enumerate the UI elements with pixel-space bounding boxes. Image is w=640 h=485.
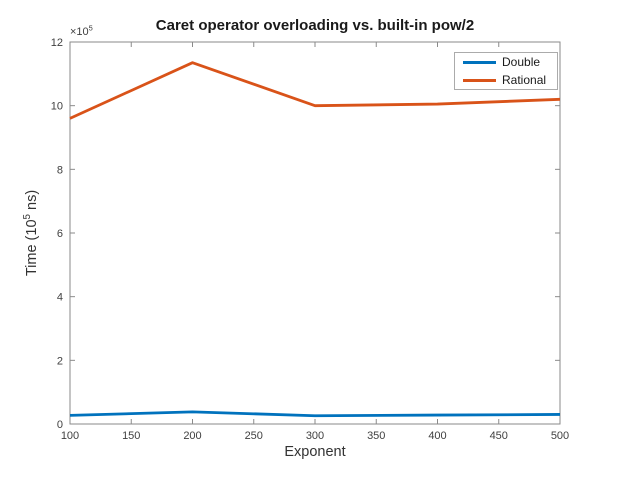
x-tick-label: 200: [183, 430, 201, 442]
x-tick-label: 100: [61, 430, 79, 442]
legend-entry-double: Double: [463, 55, 557, 70]
x-axis-label: Exponent: [284, 444, 346, 460]
y-tick-label: 0: [57, 419, 63, 431]
legend: Double Rational: [454, 52, 558, 90]
legend-line-sample-rational: [463, 78, 496, 82]
y-tick-label: 4: [57, 292, 63, 304]
x-tick-label: 300: [306, 430, 324, 442]
x-tick-label: 450: [490, 430, 508, 442]
y-axis-multiplier-exponent: 5: [88, 23, 93, 33]
x-tick-label: 500: [551, 430, 569, 442]
y-tick-label: 6: [57, 228, 63, 240]
chart-title: Caret operator overloading vs. built-in …: [155, 17, 475, 34]
series-line-rational: [69, 61, 561, 120]
x-tick-label: 150: [122, 430, 140, 442]
x-tick-label: 400: [428, 430, 446, 442]
legend-entry-rational: Rational: [463, 73, 557, 88]
y-tick-label: 10: [51, 101, 63, 113]
legend-label-double: Double: [502, 55, 541, 69]
y-tick-label: 2: [57, 355, 63, 367]
y-axis-multiplier-base: ×10: [70, 26, 89, 38]
axes-box: [69, 41, 561, 425]
x-tick-label: 250: [245, 430, 263, 442]
y-tick-label: 8: [57, 164, 63, 176]
y-tick-label: 12: [51, 37, 63, 49]
legend-line-sample-double: [463, 60, 496, 64]
legend-label-rational: Rational: [502, 73, 547, 87]
y-axis-multiplier: ×105: [70, 23, 93, 38]
series-line-double: [69, 410, 561, 418]
x-tick-label: 350: [367, 430, 385, 442]
